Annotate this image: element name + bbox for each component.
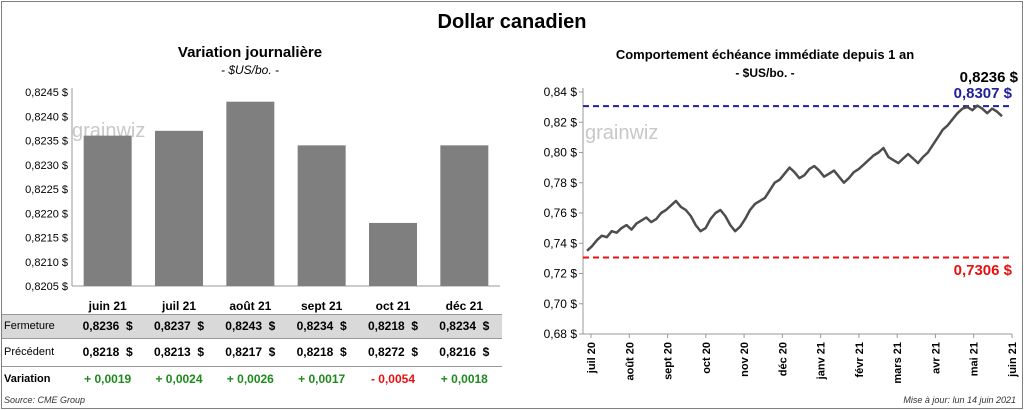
line-x-tick-label: juil 20 (586, 342, 598, 374)
table-cell: - 0,0054 (370, 372, 416, 386)
bar-y-tick-label: 0,8245 $ (25, 87, 68, 99)
right-watermark-text: grainwiz (585, 122, 658, 144)
table-row-band (2, 314, 502, 339)
left-chart-subtitle: - $US/bo. - (220, 63, 280, 77)
line-y-tick-label: 0,80 $ (544, 146, 578, 160)
price-series-line (586, 104, 1003, 252)
table-cell: + 0,0019 (84, 372, 132, 386)
table-cell: 0,8272 $ (367, 345, 419, 359)
table-cell: + 0,0018 (440, 372, 488, 386)
bar (440, 145, 489, 286)
line-y-tick-label: 0,68 $ (544, 327, 578, 341)
bar-category-label: oct 21 (376, 299, 411, 313)
bar-y-tick-label: 0,8230 $ (25, 160, 68, 172)
bar-category-label: sept 21 (301, 299, 343, 313)
page-title: Dollar canadien (437, 11, 587, 33)
line-x-tick-label: août 20 (624, 342, 636, 381)
table-cell: 0,8217 $ (225, 345, 276, 359)
line-x-tick-label: oct 20 (701, 342, 713, 374)
line-x-tick-label: mai 21 (969, 342, 981, 376)
line-y-tick-label: 0,76 $ (544, 206, 578, 220)
bar (83, 135, 132, 286)
table-row-label: Fermeture (4, 320, 55, 332)
bar-category-label: déc 21 (446, 299, 484, 313)
bar-y-tick-label: 0,8205 $ (25, 281, 68, 293)
table-separator (2, 366, 502, 367)
table-cell: 0,8234 $ (439, 319, 490, 333)
table-cell: + 0,0024 (155, 372, 203, 386)
table-cell: 0,8218 $ (367, 319, 419, 333)
bar-y-tick-label: 0,8240 $ (25, 111, 68, 123)
bar-y-tick-label: 0,8220 $ (25, 208, 68, 220)
bar-y-tick-label: 0,8235 $ (25, 136, 68, 148)
bar (155, 130, 203, 286)
source-note: Source: CME Group (4, 395, 86, 405)
table-cell: 0,8216 $ (439, 345, 490, 359)
update-note: Mise à jour: lun 14 juin 2021 (903, 395, 1016, 405)
line-y-tick-label: 0,74 $ (544, 236, 578, 250)
table-cell: 0,8213 $ (153, 345, 205, 359)
right-chart-subtitle: - $US/bo. - (735, 66, 795, 80)
line-y-tick-label: 0,72 $ (544, 267, 578, 281)
line-x-tick-label: févr 21 (854, 342, 866, 377)
line-chart: grainwiz 0,8236 $ 0,8307 $ 0,7306 $ 0,68… (544, 69, 1019, 384)
line-y-tick-label: 0,70 $ (544, 297, 578, 311)
table-cell: 0,8218 $ (82, 345, 133, 359)
table-cell: + 0,0017 (298, 372, 346, 386)
bar-y-tick-label: 0,8215 $ (25, 233, 68, 245)
bar-chart: grainwiz 0,8205 $0,8210 $0,8215 $0,8220 … (25, 87, 500, 313)
line-x-tick-label: janv 21 (816, 342, 828, 380)
table-cell: 0,8243 $ (225, 319, 276, 333)
line-x-tick-label: avr 21 (930, 342, 942, 374)
bar-category-label: juin 21 (88, 299, 127, 313)
bar-category-label: juil 21 (161, 299, 196, 313)
table-row-label: Précédent (4, 346, 55, 358)
table-cell: + 0,0026 (226, 372, 274, 386)
line-x-tick-label: mars 21 (892, 342, 904, 384)
line-x-tick-label: sept 20 (663, 342, 675, 380)
bar-y-tick-label: 0,8210 $ (25, 257, 68, 269)
high-value-label: 0,8307 $ (954, 85, 1013, 102)
last-value-label: 0,8236 $ (960, 69, 1019, 86)
table-cell: 0,8236 $ (82, 319, 133, 333)
line-x-tick-label: nov 20 (739, 342, 751, 377)
bar (226, 101, 275, 286)
table-cell: 0,8234 $ (296, 319, 347, 333)
line-x-tick-label: juin 21 (1007, 342, 1019, 378)
bar (369, 222, 417, 286)
right-chart-title: Comportement échéance immédiate depuis 1… (615, 47, 915, 62)
table-cell: 0,8237 $ (153, 319, 205, 333)
bar (297, 145, 346, 286)
left-chart-title: Variation journalière (177, 44, 323, 61)
line-y-tick-label: 0,78 $ (544, 176, 578, 190)
table-row-label: Variation (4, 373, 51, 385)
bar-y-tick-label: 0,8225 $ (25, 184, 68, 196)
bar-category-label: août 21 (229, 299, 271, 313)
line-x-tick-label: déc 20 (777, 342, 789, 376)
table-cell: 0,8218 $ (296, 345, 347, 359)
line-y-tick-label: 0,82 $ (544, 115, 578, 129)
line-y-tick-label: 0,84 $ (544, 85, 578, 99)
low-value-label: 0,7306 $ (954, 262, 1013, 279)
